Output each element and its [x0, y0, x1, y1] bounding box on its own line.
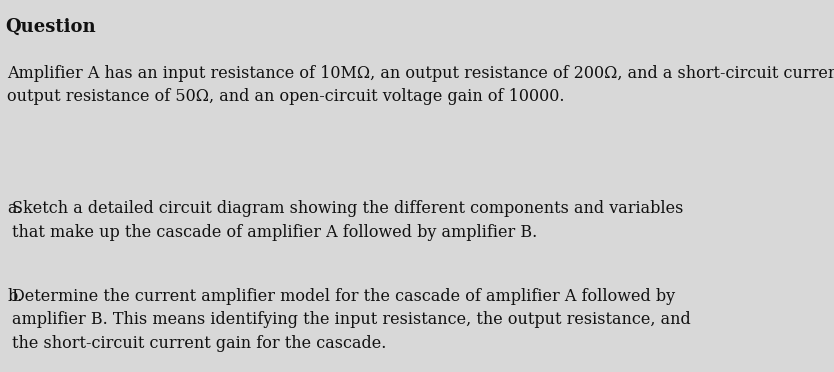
Text: b.: b.	[7, 288, 23, 305]
Text: a.: a.	[7, 200, 22, 217]
Text: Question: Question	[5, 17, 96, 35]
Text: Determine the current amplifier model for the cascade of amplifier A followed by: Determine the current amplifier model fo…	[13, 288, 691, 352]
Text: Sketch a detailed circuit diagram showing the different components and variables: Sketch a detailed circuit diagram showin…	[13, 200, 684, 241]
Text: Amplifier A has an input resistance of 10MΩ, an output resistance of 200Ω, and a: Amplifier A has an input resistance of 1…	[7, 65, 834, 105]
